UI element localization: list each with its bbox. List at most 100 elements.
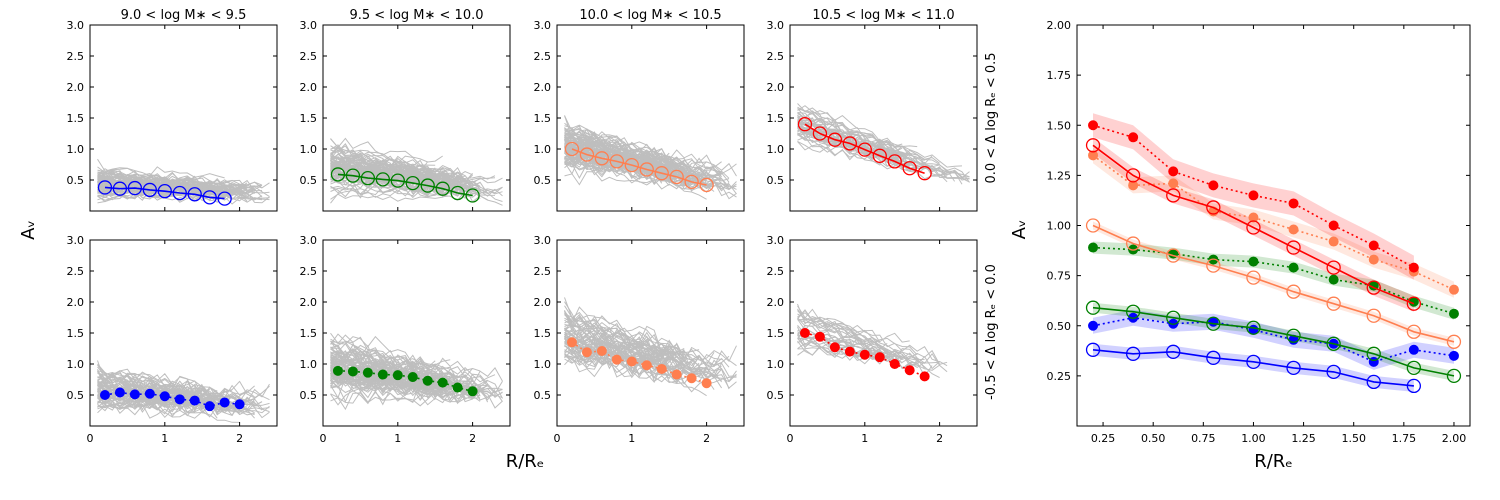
profile-line	[330, 157, 473, 179]
plot-area	[797, 303, 948, 382]
series-green-high-logre	[1085, 300, 1462, 384]
y-tick-label: 2.5	[534, 50, 552, 63]
y-tick-label: 0.75	[1047, 270, 1072, 283]
panel-p00: 0.5 1.0 1.5 2.0 2.5 3.0 9.0 < log M∗ < 9.5	[67, 8, 278, 212]
x-tick-label: 0.50	[1141, 432, 1166, 445]
series-green-low-logre	[1088, 242, 1459, 319]
plot-area	[564, 297, 737, 397]
data-point	[917, 166, 932, 181]
profile-line	[797, 338, 948, 370]
y-tick-label: 0.5	[767, 389, 785, 402]
y-tick-label: 1.0	[300, 143, 318, 156]
profile-line	[330, 167, 496, 183]
x-axis-label: R/Rₑ	[1254, 451, 1293, 472]
data-point	[639, 162, 654, 177]
data-point	[1125, 168, 1141, 183]
data-point	[1088, 320, 1099, 331]
profile-line	[564, 322, 677, 358]
data-point	[1088, 120, 1099, 131]
data-point	[157, 184, 172, 199]
data-point	[624, 157, 639, 173]
x-tick-label: 1.50	[1341, 432, 1366, 445]
data-point	[566, 337, 577, 348]
data-point	[859, 349, 870, 360]
data-point	[1366, 374, 1381, 390]
panel-title: 10.0 < log M∗ < 10.5	[579, 8, 721, 23]
data-point	[1286, 328, 1301, 343]
data-point	[1085, 300, 1101, 315]
data-point	[626, 356, 637, 367]
row-label-top: 0.0 < Δ log Rₑ < 0.5	[984, 52, 999, 183]
panel-p01: 0.5 1.0 1.5 2.0 2.5 3.0 9.5 < log M∗ < 10.0	[300, 8, 511, 212]
y-tick-label: 1.0	[767, 358, 785, 371]
plot-area	[564, 115, 737, 200]
series-line	[1092, 306, 1455, 377]
data-point	[611, 354, 622, 365]
data-point	[596, 345, 607, 356]
y-tick-label: 2.0	[300, 296, 318, 309]
y-tick-label: 1.0	[300, 358, 318, 371]
data-point	[1206, 200, 1221, 215]
y-tick-label: 3.0	[534, 234, 552, 247]
data-point	[1166, 310, 1181, 325]
data-point	[1085, 342, 1101, 357]
data-point	[144, 388, 155, 399]
profile-line	[330, 344, 473, 381]
data-point	[814, 331, 825, 342]
y-tick-label: 1.5	[67, 112, 85, 125]
profile-line	[564, 310, 700, 354]
panel-p13: 0 1 2 0.5 1.0 1.5 2.0 2.5 3.0	[767, 234, 978, 445]
data-point	[142, 182, 157, 198]
panel-p03: 0.5 1.0 1.5 2.0 2.5 3.0 10.5 < log M∗ < 11.0	[767, 8, 978, 212]
data-point	[656, 363, 667, 374]
data-point	[332, 365, 343, 376]
series-line	[804, 123, 925, 174]
data-point	[564, 141, 580, 157]
data-point	[1448, 308, 1459, 319]
data-point	[129, 389, 140, 400]
data-point	[1206, 258, 1221, 273]
data-point	[1446, 368, 1462, 384]
profile-line	[97, 181, 233, 195]
profile-line	[330, 184, 458, 197]
data-point	[1166, 188, 1181, 203]
y-tick-label: 2.00	[1047, 19, 1072, 32]
x-tick-label: 0.75	[1191, 432, 1216, 445]
y-tick-label: 0.50	[1047, 320, 1072, 333]
data-point	[114, 387, 125, 398]
data-point	[1208, 180, 1219, 191]
plot-area	[1085, 113, 1462, 394]
data-point	[609, 154, 624, 169]
series-band	[1093, 309, 1454, 370]
data-point	[217, 191, 232, 206]
panel-p02: 0.5 1.0 1.5 2.0 2.5 3.0 10.0 < log M∗ < 10.5	[534, 8, 745, 212]
data-point	[1286, 284, 1301, 299]
profile-line	[330, 345, 444, 378]
data-point	[1206, 350, 1221, 365]
profile-line	[797, 124, 925, 161]
x-tick-label: 1	[861, 432, 868, 445]
data-point	[174, 394, 185, 405]
y-tick-label: 2.0	[534, 81, 552, 94]
data-point	[1448, 350, 1459, 361]
y-tick-label: 2.5	[67, 50, 85, 63]
data-point	[1328, 236, 1339, 247]
y-tick-label: 2.5	[534, 265, 552, 278]
panel-title: 10.5 < log M∗ < 11.0	[812, 8, 954, 23]
y-tick-label: 2.0	[767, 296, 785, 309]
profile-line	[564, 336, 662, 362]
y-tick-label: 3.0	[300, 19, 318, 32]
plot-area	[330, 137, 503, 206]
series-median	[799, 328, 930, 382]
data-point	[1288, 224, 1299, 235]
series-red-low-logre	[1088, 120, 1419, 273]
y-tick-label: 1.50	[1047, 119, 1072, 132]
data-point	[1288, 262, 1299, 273]
data-point	[641, 360, 652, 371]
y-tick-label: 1.5	[67, 327, 85, 340]
series-median	[566, 337, 712, 389]
series-band	[1093, 147, 1454, 298]
data-point	[1128, 132, 1139, 143]
y-tick-label: 3.0	[767, 234, 785, 247]
data-point	[390, 173, 405, 188]
